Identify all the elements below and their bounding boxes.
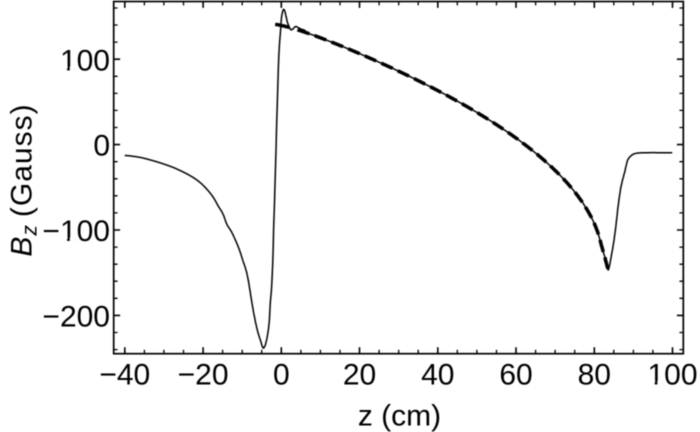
svg-text:0: 0 xyxy=(93,130,110,163)
svg-text:−20: −20 xyxy=(178,359,229,392)
svg-text:Bz (Gauss): Bz (Gauss) xyxy=(6,103,42,256)
svg-text:60: 60 xyxy=(499,359,532,392)
svg-text:100: 100 xyxy=(647,359,697,392)
svg-text:0: 0 xyxy=(273,359,290,392)
svg-text:20: 20 xyxy=(343,359,376,392)
svg-text:40: 40 xyxy=(421,359,454,392)
svg-text:−200: −200 xyxy=(42,301,110,334)
svg-text:100: 100 xyxy=(60,44,110,77)
svg-text:−100: −100 xyxy=(42,215,110,248)
svg-text:z (cm): z (cm) xyxy=(358,400,441,432)
svg-text:−40: −40 xyxy=(99,359,150,392)
svg-text:80: 80 xyxy=(578,359,611,392)
